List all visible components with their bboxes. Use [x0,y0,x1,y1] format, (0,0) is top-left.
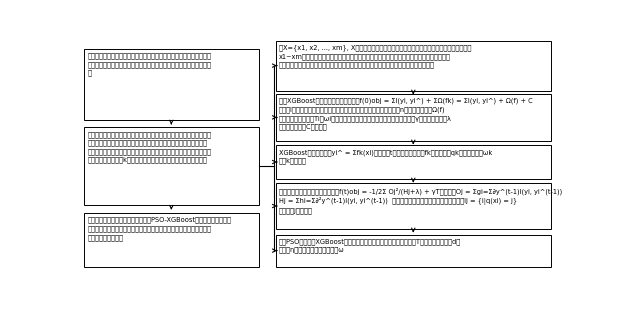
Bar [276,145,550,179]
Text: 设X={x1, x2, ..., xm}, X是影响机组运行背压的关键特征变量的历史运行数据向量，其中，
x1~xm表示采集到的影响机组背压的关键特征变量，包括: 设X={x1, x2, ..., xm}, X是影响机组运行背压的关键特征变量的… [279,44,471,68]
Bar [276,184,550,229]
Text: 稳态工况筛选：采用滑动窗口法对历史运行数据进行稳态工况筛选，将
数据序列划分为若干个数据窗口，若窗口的稳态判定指标小于对应阈
值，则认为该窗口内的数据序列均为稳: 稳态工况筛选：采用滑动窗口法对历史运行数据进行稳态工况筛选，将 数据序列划分为若… [88,131,212,163]
Text: 末级排汽焓的软测量模型构建：基于PSO-XGBoost组合算法，以采集到
的影响直接空冷机组运行背压的关键特征变量作为输入，构建机组末级
排汽焓的软测量模型: 末级排汽焓的软测量模型构建：基于PSO-XGBoost组合算法，以采集到 的影响… [88,217,231,240]
Bar [276,235,550,267]
Bar [85,49,259,120]
Bar [85,213,259,267]
Text: 离群点剔除：根据机组设计资料及热力性能试验，设置关键特征变量的
正常运行范围区间，当运行参数超过该区间时，则将其视为异常点并剔
除: 离群点剔除：根据机组设计资料及热力性能试验，设置关键特征变量的 正常运行范围区间… [88,53,212,76]
Text: 采用PSO算法优化XGBoost模型参数，包括：决策树树叶的节点个数T、决策树最大深度d、
学习率η和最小叶子节点样本权重ω: 采用PSO算法优化XGBoost模型参数，包括：决策树树叶的节点个数T、决策树最… [279,238,461,253]
Text: 设置XGBoost回归模型的目标函数为：f(0)obj = Σl(yi, yi^) + ΣΩ(fk) = Σl(yi, yi^) + Ω(f) + C
其中，l: 设置XGBoost回归模型的目标函数为：f(0)obj = Σl(yi, yi^… [279,98,532,130]
Bar [276,94,550,141]
Bar [85,128,259,205]
Bar [276,41,550,91]
Text: XGBoost模型预测值：yi^ = Σfk(xi)，其中，t为决策树的数量，fk对应结构为qk，叶子权重为ωk
的第k棵独立树: XGBoost模型预测值：yi^ = Σfk(xi)，其中，t为决策树的数量，f… [279,149,492,164]
Text: 进行二阶泰勒展开构建损失函数：f(t)obj = -1/2Σ Oj²/(Hj+λ) + γT，其中，Oj = Σgi=Σ∂y^(t-1)l(yi, yi^(t-: 进行二阶泰勒展开构建损失函数：f(t)obj = -1/2Σ Oj²/(Hj+λ… [279,187,562,214]
